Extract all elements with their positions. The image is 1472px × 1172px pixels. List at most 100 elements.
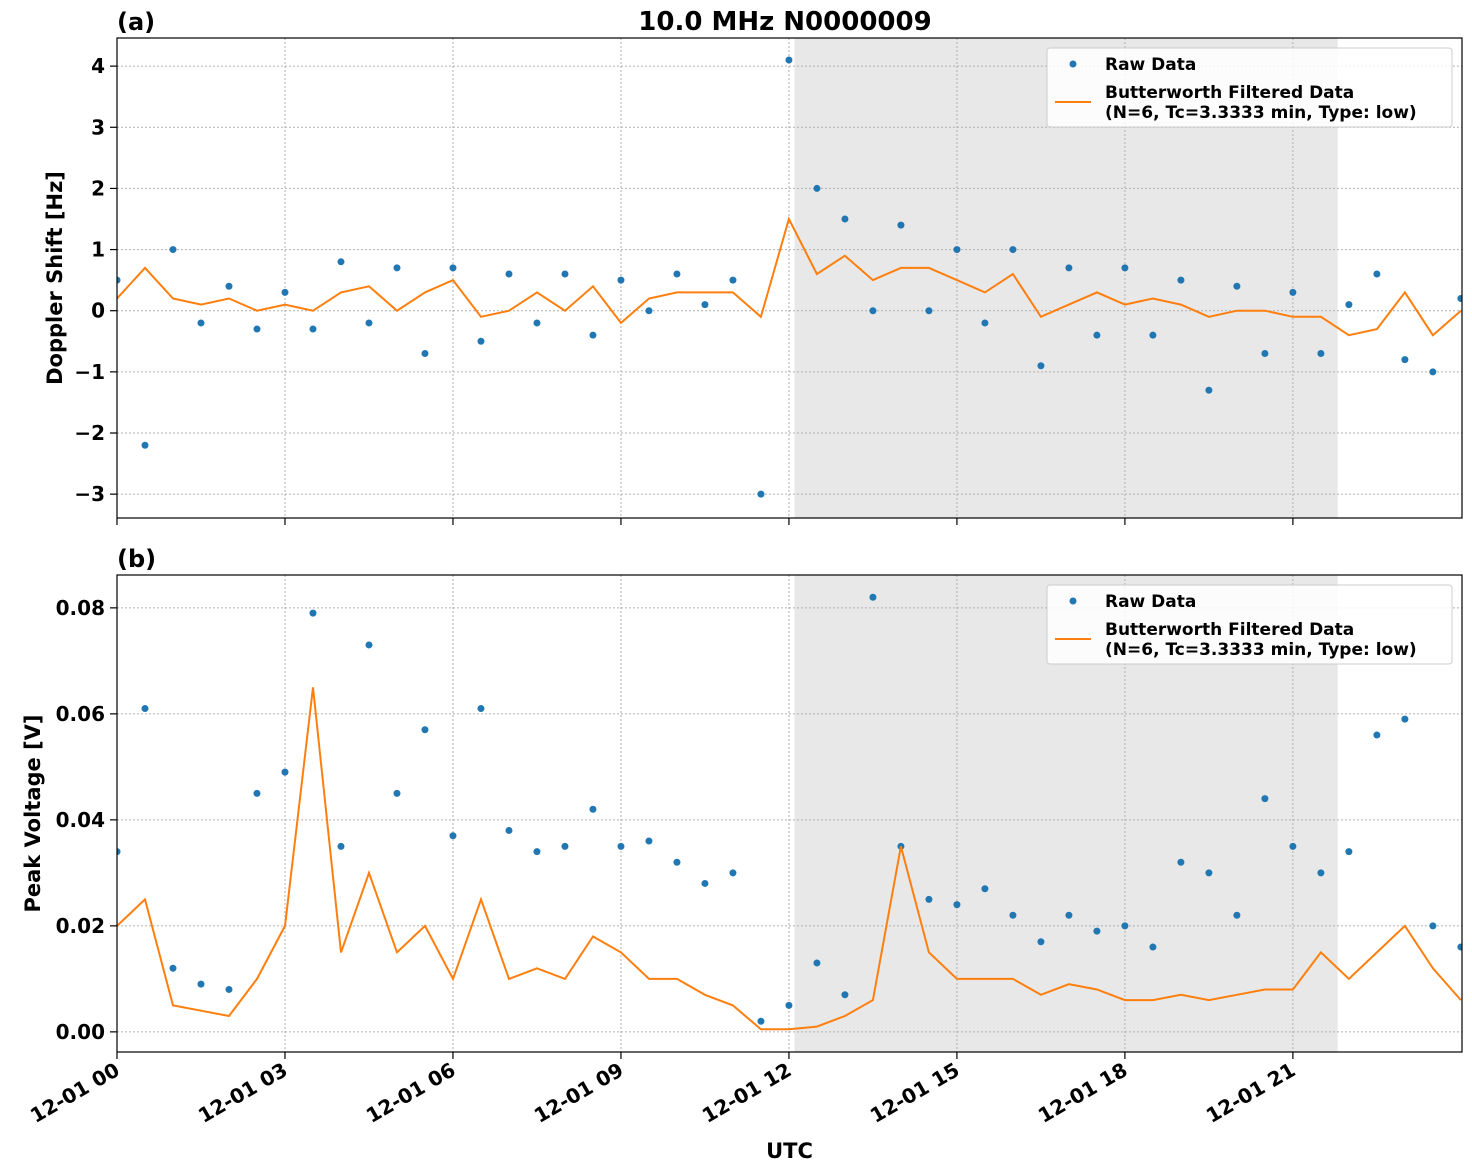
raw-point <box>1233 911 1241 919</box>
raw-point <box>505 826 513 834</box>
raw-point <box>1345 301 1353 309</box>
raw-point <box>1093 331 1101 339</box>
y-tick-label: 0 <box>91 299 105 323</box>
raw-point <box>925 307 933 315</box>
y-tick-label: 0.04 <box>56 808 105 832</box>
raw-point <box>309 325 317 333</box>
raw-point <box>197 319 205 327</box>
raw-point <box>477 337 485 345</box>
raw-point <box>1121 264 1129 272</box>
y-tick-label: 0.08 <box>56 596 105 620</box>
legend-label: Butterworth Filtered Data (N=6, Tc=3.3333… <box>1105 620 1417 660</box>
raw-point <box>869 593 877 601</box>
raw-point <box>841 991 849 999</box>
y-axis-label: Doppler Shift [Hz] <box>43 171 67 385</box>
raw-point <box>1373 731 1381 739</box>
raw-point <box>981 885 989 893</box>
raw-point <box>729 869 737 877</box>
raw-point <box>1457 294 1462 302</box>
legend-label: Raw Data <box>1105 592 1196 612</box>
raw-point <box>281 768 289 776</box>
raw-point <box>645 837 653 845</box>
legend-marker <box>1069 60 1077 68</box>
x-tick-label: 12-01 00 <box>26 1058 124 1128</box>
legend-box <box>1046 584 1453 665</box>
raw-point <box>841 215 849 223</box>
raw-point <box>253 325 261 333</box>
raw-point <box>337 258 345 266</box>
raw-point <box>673 270 681 278</box>
raw-point <box>1289 288 1297 296</box>
raw-point <box>1317 350 1325 358</box>
raw-point <box>1065 911 1073 919</box>
raw-point <box>1233 282 1241 290</box>
y-tick-label: −1 <box>74 360 105 384</box>
raw-point <box>281 288 289 296</box>
raw-point <box>589 805 597 813</box>
raw-point <box>365 319 373 327</box>
legend-box <box>1046 47 1453 128</box>
y-tick-label: 0.00 <box>56 1020 105 1044</box>
y-axis-label: Peak Voltage [V] <box>21 714 45 912</box>
raw-point <box>617 842 625 850</box>
raw-point <box>785 1001 793 1009</box>
raw-point <box>1457 943 1462 951</box>
raw-point <box>169 964 177 972</box>
raw-point <box>117 276 121 284</box>
x-tick-label: 12-01 09 <box>530 1058 628 1128</box>
x-tick-label: 12-01 21 <box>1202 1058 1300 1128</box>
legend-label: Butterworth Filtered Data (N=6, Tc=3.3333… <box>1105 83 1417 123</box>
y-tick-label: 0.06 <box>56 702 105 726</box>
raw-point <box>1317 869 1325 877</box>
raw-point <box>589 331 597 339</box>
raw-point <box>953 901 961 909</box>
raw-point <box>421 726 429 734</box>
raw-point <box>1009 911 1017 919</box>
raw-point <box>1205 386 1213 394</box>
raw-point <box>869 307 877 315</box>
raw-point <box>309 609 317 617</box>
raw-point <box>701 879 709 887</box>
raw-point <box>953 246 961 254</box>
filtered-line <box>117 687 1462 1031</box>
plot-area <box>117 56 1462 498</box>
filtered-line <box>117 216 1462 337</box>
raw-point <box>1149 331 1157 339</box>
raw-point <box>1205 869 1213 877</box>
raw-point <box>1177 276 1185 284</box>
x-tick-label: 12-01 06 <box>362 1058 460 1128</box>
raw-point <box>1261 795 1269 803</box>
raw-point <box>785 56 793 64</box>
raw-point <box>1373 270 1381 278</box>
raw-point <box>393 264 401 272</box>
raw-point <box>449 264 457 272</box>
y-tick-label: −2 <box>74 421 105 445</box>
raw-point <box>1149 943 1157 951</box>
y-tick-label: 3 <box>91 115 105 139</box>
raw-point <box>1401 356 1409 364</box>
raw-point <box>225 985 233 993</box>
raw-point <box>1177 858 1185 866</box>
chart-title: 10.0 MHz N0000009 <box>638 7 931 37</box>
raw-point <box>393 789 401 797</box>
raw-point <box>1429 368 1437 376</box>
y-tick-label: −3 <box>74 482 105 506</box>
raw-point <box>813 184 821 192</box>
raw-point <box>533 319 541 327</box>
raw-point <box>897 221 905 229</box>
raw-point <box>1261 350 1269 358</box>
raw-point <box>925 895 933 903</box>
raw-point <box>117 848 121 856</box>
raw-point <box>1037 362 1045 370</box>
raw-point <box>673 858 681 866</box>
raw-point <box>757 490 765 498</box>
plot-frame <box>116 574 1463 1053</box>
raw-point <box>1093 927 1101 935</box>
raw-point <box>253 789 261 797</box>
x-tick-label: 12-01 18 <box>1034 1058 1132 1128</box>
x-tick-label: 12-01 03 <box>194 1058 292 1128</box>
y-tick-label: 4 <box>91 54 105 78</box>
raw-point <box>169 246 177 254</box>
x-tick-label: 12-01 15 <box>866 1058 964 1128</box>
plot-frame <box>116 37 1463 519</box>
